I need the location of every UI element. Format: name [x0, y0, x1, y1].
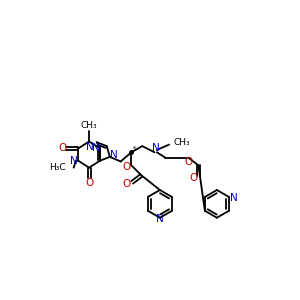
- Text: N: N: [92, 143, 100, 153]
- Text: N: N: [70, 156, 77, 166]
- Text: O: O: [59, 143, 67, 153]
- Text: N: N: [152, 143, 160, 153]
- Text: H₃C: H₃C: [49, 163, 66, 172]
- Text: O: O: [189, 173, 197, 183]
- Text: CH₃: CH₃: [81, 121, 98, 130]
- Text: O: O: [123, 179, 131, 189]
- Text: N: N: [110, 150, 118, 160]
- Text: N: N: [86, 142, 94, 152]
- Text: O: O: [122, 162, 130, 172]
- Text: N: N: [230, 194, 237, 203]
- Text: CH₃: CH₃: [173, 138, 190, 147]
- Text: N: N: [156, 214, 164, 224]
- Text: *: *: [133, 146, 136, 152]
- Text: O: O: [184, 157, 193, 167]
- Text: O: O: [85, 178, 93, 188]
